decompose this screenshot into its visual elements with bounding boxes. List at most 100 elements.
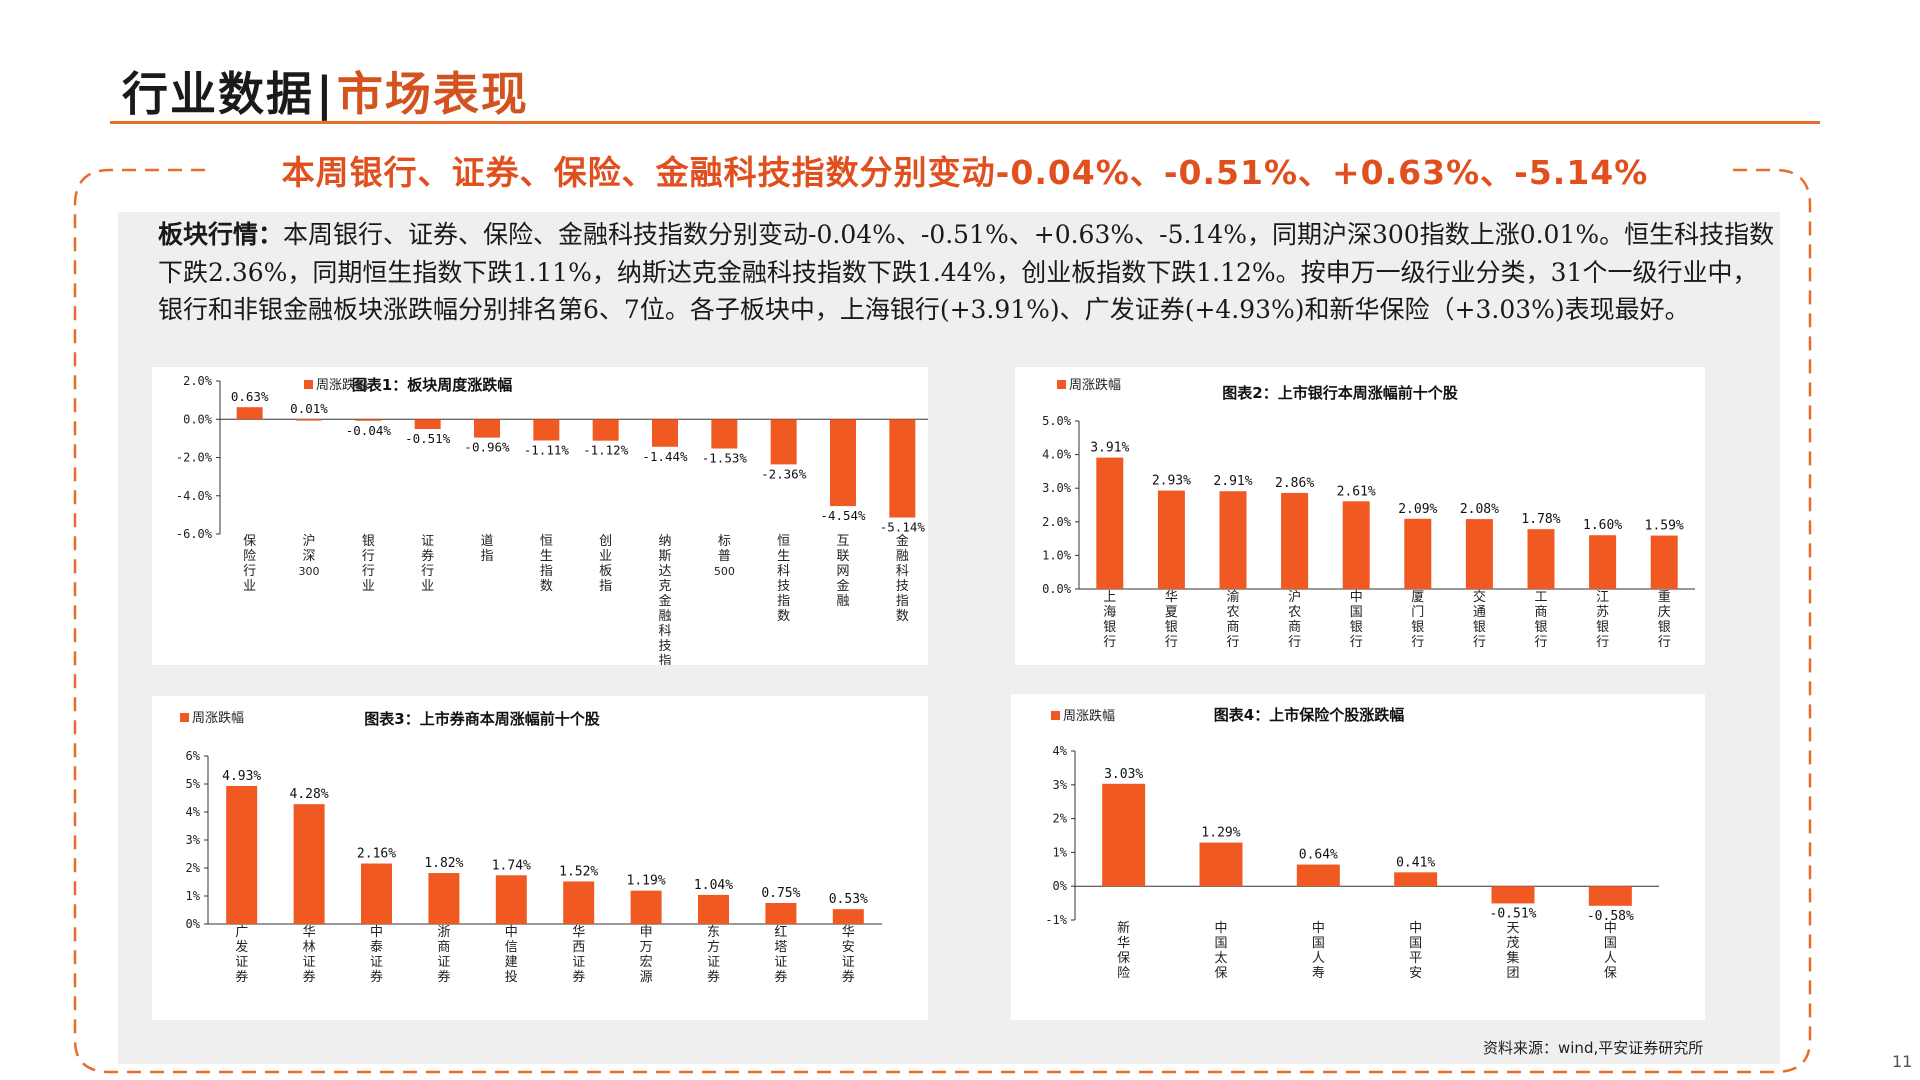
chart2-y-tick-label: 1.0% (1042, 548, 1072, 562)
page-title: 行业数据|市场表现 (122, 58, 529, 124)
chart3-bar (293, 804, 325, 924)
chart1-category-label: 证券行业 (421, 534, 434, 594)
title-main: 行业数据 (122, 67, 314, 121)
chart4-y-tick-label: 0% (1053, 879, 1068, 893)
chart4-data-label: -0.58% (1587, 909, 1634, 924)
chart3-category-label: 中信建投 (505, 925, 518, 985)
chart3-data-label: 4.28% (290, 787, 329, 802)
chart4-category-label: 中国平安 (1409, 921, 1422, 981)
chart3-y-tick-label: 3% (186, 833, 201, 847)
chart1-category-label: 道指 (480, 534, 493, 564)
chart3-bar (832, 909, 864, 924)
chart1-category-label: 互联网金融 (836, 534, 849, 609)
headline: 本周银行、证券、保险、金融科技指数分别变动-0.04%、-0.51%、+0.63… (281, 153, 1649, 192)
chart3-category-label: 浙商证券 (437, 925, 450, 985)
chart3-category-label: 华西证券 (572, 925, 585, 985)
chart2-title: 图表2：上市银行本周涨幅前十个股 (1222, 384, 1458, 402)
chart2-data-label: 2.86% (1275, 476, 1314, 491)
chart2-card: 图表2：上市银行本周涨幅前十个股 周涨跌幅 5.0% 4.0% 3.0% 2.0% 1.0%… (1015, 367, 1705, 665)
chart4-y-tick-label: -1% (1045, 913, 1067, 927)
chart3-bar (361, 863, 392, 924)
chart2-y-tick-label: 5.0% (1042, 414, 1072, 428)
chart4-data-label: 3.03% (1104, 767, 1143, 782)
chart2-y-tick-label: 2.0% (1042, 515, 1072, 529)
chart2-data-label: 2.09% (1398, 502, 1437, 517)
chart4-category-label: 中国人保 (1604, 921, 1617, 981)
summary-paragraph: 板块行情：本周银行、证券、保险、金融科技指数分别变动-0.04%、-0.51%、… (158, 216, 1778, 329)
chart1-legend-label: 周涨跌幅 (316, 377, 368, 393)
chart1-category-label: 标普 500 (714, 534, 735, 578)
chart1-y-tick-label: -6.0% (176, 527, 213, 541)
chart3-category-label: 红塔证券 (774, 924, 787, 985)
chart1-y-tick-label: 0.0% (183, 412, 213, 426)
chart1-card: 图表1：板块周度涨跌幅 周涨跌幅 2.0% 0.0% -2.0% -4.0% -6.0% 0.… (152, 367, 928, 665)
chart4-svg: 图表4：上市保险个股涨跌幅 周涨跌幅 4% 3% 2% 1% 0% -1% 3.03% 新华保险 1… (1045, 706, 1659, 981)
chart2-category-label: 工商银行 (1534, 590, 1547, 650)
chart4-y-tick-label: 4% (1053, 744, 1068, 758)
chart4-data-label: 0.64% (1299, 848, 1338, 863)
chart3-bar (765, 903, 797, 924)
chart2-data-label: 3.91% (1090, 441, 1129, 456)
title-separator: | (316, 67, 335, 121)
chart3-bar (630, 890, 662, 924)
chart2-category-label: 重庆银行 (1658, 589, 1671, 650)
chart2-category-label: 江苏银行 (1596, 590, 1609, 650)
chart2-data-label: 2.61% (1337, 484, 1376, 499)
chart1-category-label: 纳斯达克金融科技指数 (658, 534, 671, 665)
chart1-bar (830, 419, 856, 507)
header-rule (110, 121, 1820, 124)
chart4-data-label: -0.51% (1490, 906, 1537, 921)
chart2-bar (1404, 518, 1432, 589)
chart3-card: 图表3：上市券商本周涨幅前十个股 周涨跌幅 6% 5% 4% 3% 2% 1% 0% 4.93% 广… (152, 696, 928, 1020)
chart4-y-tick-label: 2% (1053, 812, 1068, 826)
chart1-data-label: 0.01% (290, 401, 328, 416)
chart1-bar (889, 419, 916, 518)
chart1-bar (770, 419, 797, 465)
chart4-card: 图表4：上市保险个股涨跌幅 周涨跌幅 4% 3% 2% 1% 0% -1% 3.03% 新华保险 1… (1011, 694, 1705, 1020)
chart2-bar (1157, 490, 1185, 589)
chart4-category-label: 中国太保 (1214, 921, 1227, 981)
chart1-data-label: -5.14% (880, 520, 926, 535)
chart1-data-label: -2.36% (761, 466, 807, 481)
chart2-bar (1219, 491, 1247, 589)
chart4-y-tick-label: 1% (1053, 845, 1068, 859)
chart2-legend-swatch (1057, 380, 1066, 389)
chart4-data-label: 0.41% (1396, 855, 1435, 870)
chart2-bar (1096, 457, 1124, 589)
chart1-data-label: -1.53% (702, 451, 748, 466)
chart4-data-label: 1.29% (1201, 826, 1240, 841)
chart3-data-label: 2.16% (357, 847, 396, 862)
chart1-bar (355, 419, 382, 421)
chart1-y-tick-label: -2.0% (176, 451, 213, 465)
chart3-bar (495, 875, 527, 924)
chart4-legend-swatch (1051, 711, 1060, 720)
chart2-data-label: 1.59% (1645, 519, 1684, 534)
chart2-category-label: 沪农商行 (1288, 589, 1301, 650)
chart3-bar (563, 881, 595, 924)
chart1-category-label: 恒生指数 (540, 534, 553, 594)
chart1-category-label: 创业板指 (599, 534, 612, 594)
summary-lead: 板块行情： (158, 220, 284, 249)
chart1-y-tick-label: 2.0% (183, 374, 213, 388)
chart2-category-label: 中国银行 (1350, 590, 1363, 650)
chart2-data-label: 2.91% (1213, 474, 1252, 489)
chart3-data-label: 0.75% (761, 886, 800, 901)
chart3-category-label: 华林证券 (303, 925, 316, 985)
source-note: 资料来源：wind,平安证券研究所 (1483, 1039, 1704, 1057)
summary-text: 本周银行、证券、保险、金融科技指数分别变动-0.04%、-0.51%、+0.63… (158, 220, 1775, 324)
chart1-bar (474, 419, 500, 438)
chart1-bar (652, 419, 678, 447)
chart3-y-tick-label: 1% (186, 889, 201, 903)
chart1-data-label: -0.04% (346, 423, 392, 438)
chart3-data-label: 1.82% (424, 856, 463, 871)
chart1-category-label: 恒生科技指数 (777, 534, 790, 624)
chart4-bar (1296, 864, 1340, 887)
chart1-category-label: 金融科技指数 (896, 533, 909, 624)
chart3-y-tick-label: 5% (186, 777, 201, 791)
chart2-bar (1342, 501, 1370, 589)
chart4-category-label: 新华保险 (1117, 920, 1130, 981)
chart2-category-label: 上海银行 (1103, 590, 1116, 650)
chart3-title: 图表3：上市券商本周涨幅前十个股 (364, 710, 600, 728)
chart2-category-label: 华夏银行 (1165, 590, 1178, 650)
